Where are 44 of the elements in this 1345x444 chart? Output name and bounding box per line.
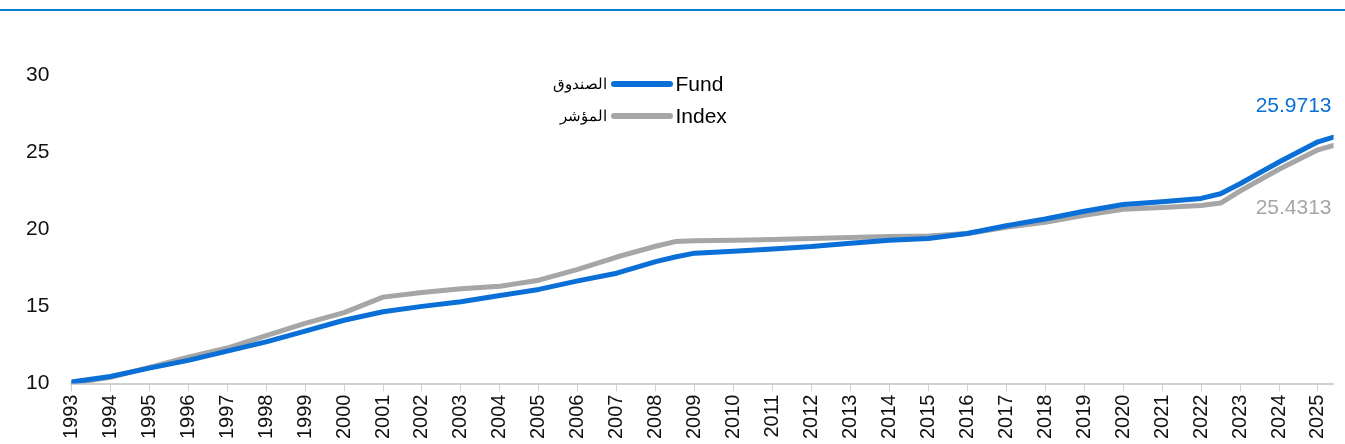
x-tick-label: 2020 — [1110, 394, 1133, 440]
x-tick-label: 2016 — [954, 394, 977, 440]
x-tick-label: 2019 — [1071, 394, 1094, 440]
x-tick-label: 2010 — [721, 394, 744, 440]
x-tick-label: 2013 — [838, 394, 861, 440]
x-tick-label: 2025 — [1305, 394, 1328, 440]
x-tick-label: 2024 — [1266, 394, 1289, 440]
x-tick-label: 1994 — [97, 394, 120, 440]
x-tick-label: 2003 — [448, 394, 471, 440]
x-tick-label: 1998 — [253, 394, 276, 440]
y-tick-label: 25 — [26, 138, 50, 162]
x-tick-label: 2002 — [409, 394, 432, 440]
legend-label: Index — [675, 104, 727, 128]
y-tick-label: 20 — [26, 216, 50, 240]
x-tick-label: 2012 — [799, 394, 822, 440]
x-tick-label: 2004 — [487, 394, 510, 440]
x-tick-label: 1997 — [214, 394, 237, 440]
annotation: الصندوق — [552, 75, 608, 93]
x-tick-label: 1993 — [58, 394, 81, 440]
x-tick-label: 2022 — [1188, 394, 1211, 440]
x-tick-label: 2023 — [1227, 394, 1250, 440]
x-tick-label: 2007 — [604, 394, 627, 440]
x-tick-label: 2008 — [643, 394, 666, 440]
x-tick-label: 2005 — [526, 394, 549, 440]
x-tick-label: 2017 — [993, 394, 1016, 440]
y-tick-label: 10 — [26, 370, 50, 394]
annotation: 25.9713 — [1255, 93, 1332, 117]
legend-label: Fund — [675, 72, 724, 96]
x-tick-label: 1995 — [136, 394, 159, 440]
annotation: المؤشر — [558, 107, 608, 125]
x-tick-label: 1999 — [292, 394, 315, 440]
y-tick-label: 15 — [26, 293, 50, 317]
x-tick-label: 2015 — [915, 394, 938, 440]
y-tick-label: 30 — [26, 61, 50, 85]
x-tick-label: 2000 — [331, 394, 354, 440]
x-tick-label: 2011 — [760, 394, 783, 438]
x-tick-label: 2018 — [1032, 394, 1055, 440]
x-tick-label: 2014 — [876, 394, 899, 440]
x-tick-label: 2009 — [682, 394, 705, 440]
x-tick-label: 2021 — [1149, 394, 1172, 440]
x-tick-label: 2006 — [565, 394, 588, 440]
x-tick-label: 2001 — [370, 394, 393, 440]
annotation: 25.4313 — [1255, 194, 1332, 218]
x-tick-label: 1996 — [175, 394, 198, 440]
